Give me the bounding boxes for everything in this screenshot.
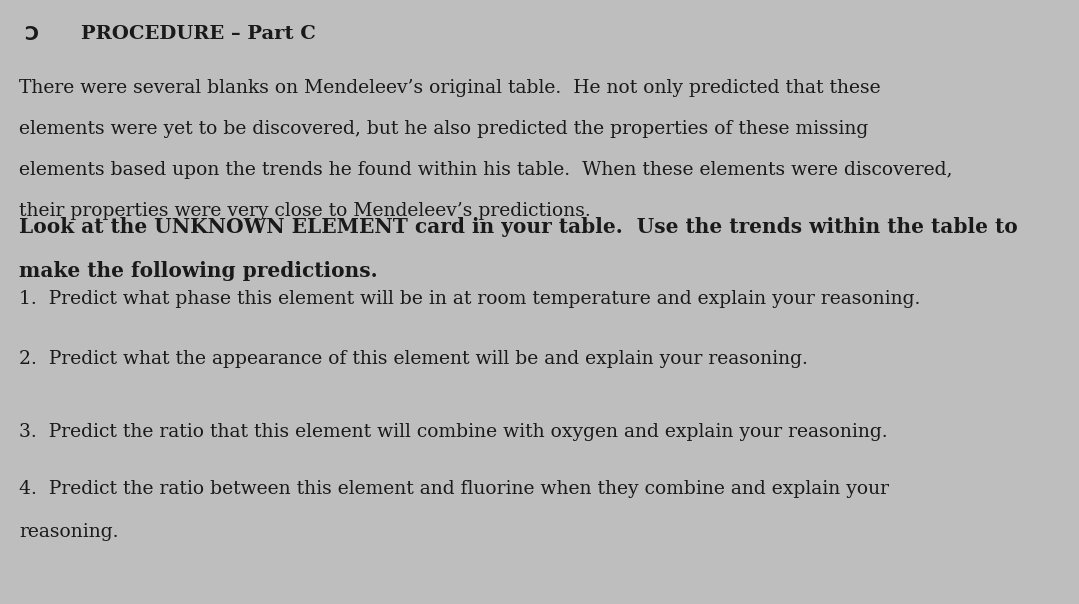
- Text: their properties were very close to Mendeleev’s predictions.: their properties were very close to Mend…: [19, 202, 591, 220]
- Text: 4.  Predict the ratio between this element and fluorine when they combine and ex: 4. Predict the ratio between this elemen…: [19, 480, 889, 498]
- Text: 1.  Predict what phase this element will be in at room temperature and explain y: 1. Predict what phase this element will …: [19, 290, 920, 308]
- Text: elements were yet to be discovered, but he also predicted the properties of thes: elements were yet to be discovered, but …: [19, 120, 869, 138]
- Text: Look at the UNKNOWN ELEMENT card in your table.  Use the trends within the table: Look at the UNKNOWN ELEMENT card in your…: [19, 217, 1019, 237]
- Text: make the following predictions.: make the following predictions.: [19, 260, 378, 281]
- Text: reasoning.: reasoning.: [19, 523, 119, 541]
- Text: PROCEDURE – Part C: PROCEDURE – Part C: [81, 25, 316, 43]
- Text: 2.  Predict what the appearance of this element will be and explain your reasoni: 2. Predict what the appearance of this e…: [19, 350, 808, 368]
- Text: elements based upon the trends he found within his table.  When these elements w: elements based upon the trends he found …: [19, 161, 953, 179]
- Text: There were several blanks on Mendeleev’s original table.  He not only predicted : There were several blanks on Mendeleev’s…: [19, 79, 882, 97]
- Text: Ɔ: Ɔ: [24, 25, 38, 44]
- Text: 3.  Predict the ratio that this element will combine with oxygen and explain you: 3. Predict the ratio that this element w…: [19, 423, 888, 441]
